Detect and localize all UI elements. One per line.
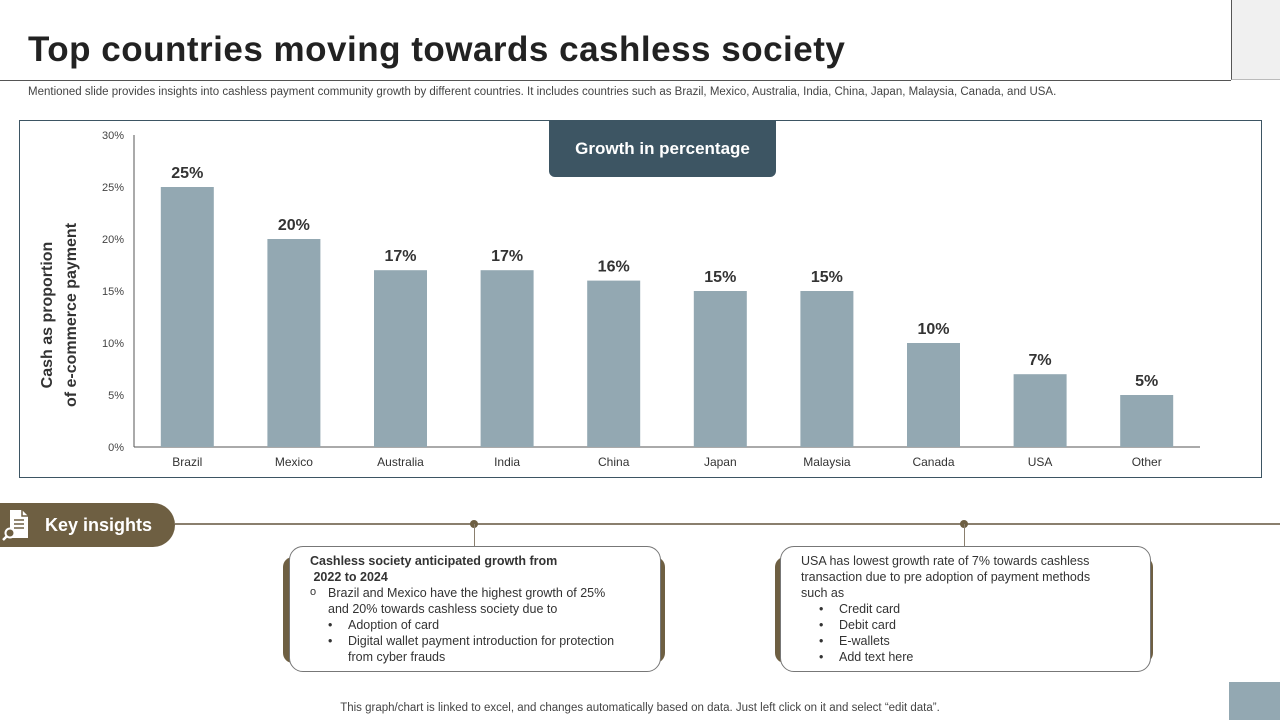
bar-usa [1013, 374, 1067, 447]
footer-note: This graph/chart is linked to excel, and… [340, 702, 940, 714]
page-title: Top countries moving towards cashless so… [28, 30, 846, 69]
y-axis-label: of e-commerce payment [63, 222, 80, 407]
bar-japan [693, 291, 747, 447]
insight-bullet: Add text here [801, 649, 1130, 665]
bar-australia [374, 270, 427, 447]
bar-china [587, 280, 641, 447]
bar-brazil [160, 187, 214, 447]
y-tick-label: 10% [102, 338, 124, 350]
bar-chart[interactable]: 0% 5% 10% 15% 20% 25% 30% Cash as proportion of … [0, 0, 1280, 480]
x-tick-label: Canada [912, 455, 954, 469]
x-tick-label: Japan [704, 455, 737, 469]
x-tick-label: USA [1028, 455, 1053, 469]
document-search-icon [2, 510, 28, 541]
key-insights-label: Key insights [45, 514, 153, 535]
y-tick-label: 30% [102, 130, 124, 142]
bar-malaysia [800, 291, 854, 447]
y-tick-label: 5% [108, 390, 124, 402]
x-tick-label: Malaysia [803, 455, 851, 469]
x-tick-label: Australia [377, 455, 424, 469]
insight-bullet: Debit card [801, 617, 1130, 633]
key-insights-pill: Key insights [0, 503, 175, 547]
y-tick-label: 0% [108, 442, 124, 454]
data-label: 10% [917, 321, 949, 338]
timeline-stem [474, 524, 475, 546]
data-label: 20% [278, 217, 310, 234]
x-tick-label: Mexico [275, 455, 313, 469]
data-label: 17% [384, 248, 416, 265]
data-label: 17% [491, 248, 523, 265]
subtitle: Mentioned slide provides insights into c… [28, 86, 1057, 98]
insight-bullet: Credit card [801, 601, 1130, 617]
title-divider [0, 80, 1231, 81]
x-tick-label: India [494, 455, 520, 469]
y-axis-label: Cash as proportion [39, 242, 56, 389]
point-line: Brazil and Mexico have the highest growt… [328, 586, 606, 600]
insight-card-1-heading: Cashless society anticipated growth from… [310, 553, 640, 585]
card-line: transaction due to pre adoption of payme… [801, 570, 1091, 584]
insight-card-2: USA has lowest growth rate of 7% towards… [780, 546, 1151, 672]
bullet-line: from cyber frauds [348, 650, 446, 664]
x-tick-label: China [598, 455, 630, 469]
bullet-line: Adoption of card [348, 618, 440, 632]
bar-india [480, 270, 534, 447]
insight-bullet: E-wallets [801, 633, 1130, 649]
y-tick-label: 20% [102, 234, 124, 246]
x-tick-label: Other [1132, 455, 1162, 469]
data-label: 5% [1135, 373, 1158, 390]
corner-square [1229, 682, 1280, 720]
data-label: 16% [598, 259, 630, 276]
corner-decoration [1231, 0, 1280, 80]
heading-line: Cashless society anticipated growth from [310, 554, 558, 568]
x-tick-label: Brazil [172, 455, 202, 469]
y-tick-label: 25% [102, 182, 124, 194]
card-line: USA has lowest growth rate of 7% towards… [801, 554, 1090, 568]
y-tick-label: 15% [102, 286, 124, 298]
bullet-line: Digital wallet payment introduction for … [348, 634, 615, 648]
timeline-stem [964, 524, 965, 546]
data-label: 7% [1029, 352, 1052, 369]
insight-card-1: Cashless society anticipated growth from… [289, 546, 661, 672]
insight-bullet: Adoption of card [310, 617, 640, 633]
legend-label: Growth in percentage [575, 138, 750, 158]
heading-line: 2022 to 2024 [310, 570, 388, 584]
bar-mexico [267, 239, 321, 447]
point-line: and 20% towards cashless society due to [328, 602, 558, 616]
timeline-line [175, 523, 1280, 525]
bar-other [1120, 395, 1174, 447]
insight-point: Brazil and Mexico have the highest growt… [310, 584, 640, 617]
data-label: 25% [171, 165, 203, 182]
data-label: 15% [704, 269, 736, 286]
data-label: 15% [811, 269, 843, 286]
bar-canada [907, 343, 960, 447]
insight-bullet: Digital wallet payment introduction for … [310, 633, 640, 665]
legend-box: Growth in percentage [549, 120, 776, 177]
card-line: such as [801, 586, 845, 600]
